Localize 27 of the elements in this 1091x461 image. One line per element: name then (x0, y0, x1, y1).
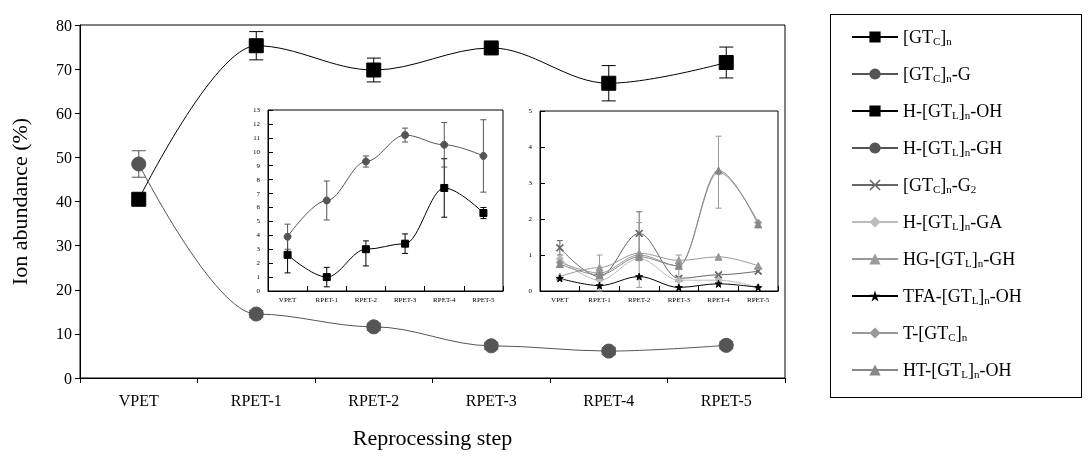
x-tick-label: RPET-5 (700, 391, 752, 409)
y-tick-label: 40 (56, 193, 72, 210)
legend-label: T-[GTC]n (903, 323, 968, 343)
x-tick-label: RPET-3 (465, 391, 517, 409)
legend-label: H-[GTL]n-GH (903, 138, 1003, 158)
legend-label: [GTC]n (903, 27, 953, 47)
legend-label: HT-[GTL]n-OH (903, 360, 1012, 380)
x-tick-label: RPET-2 (348, 391, 400, 409)
legend-label: TFA-[GTL]n-OH (903, 286, 1022, 306)
y-tick-label: 70 (56, 60, 72, 78)
legend-label: H-[GTL]n-GA (903, 212, 1003, 232)
x-tick-label: RPET-4 (583, 391, 635, 409)
y-tick-label: 80 (56, 16, 72, 34)
legend-label: HG-[GTL]n-GH (903, 249, 1016, 269)
y-tick-label: 30 (56, 237, 72, 255)
legend-label: [GTC]n-G2 (903, 175, 977, 195)
x-axis-title: Reprocessing step (352, 424, 513, 450)
x-tick-label: RPET-1 (230, 391, 282, 409)
y-tick-label: 60 (56, 104, 72, 122)
y-tick-label: 20 (56, 281, 72, 299)
legend-label: H-[GTL]n-OH (903, 101, 1003, 121)
y-axis-title: Ion abundance (%) (6, 117, 32, 286)
y-tick-label: 10 (56, 325, 72, 343)
x-tick-label: VPET (118, 391, 159, 409)
y-tick-label: 0 (64, 369, 72, 387)
legend-label: [GTC]n-G (903, 64, 971, 84)
y-tick-label: 50 (56, 148, 72, 166)
